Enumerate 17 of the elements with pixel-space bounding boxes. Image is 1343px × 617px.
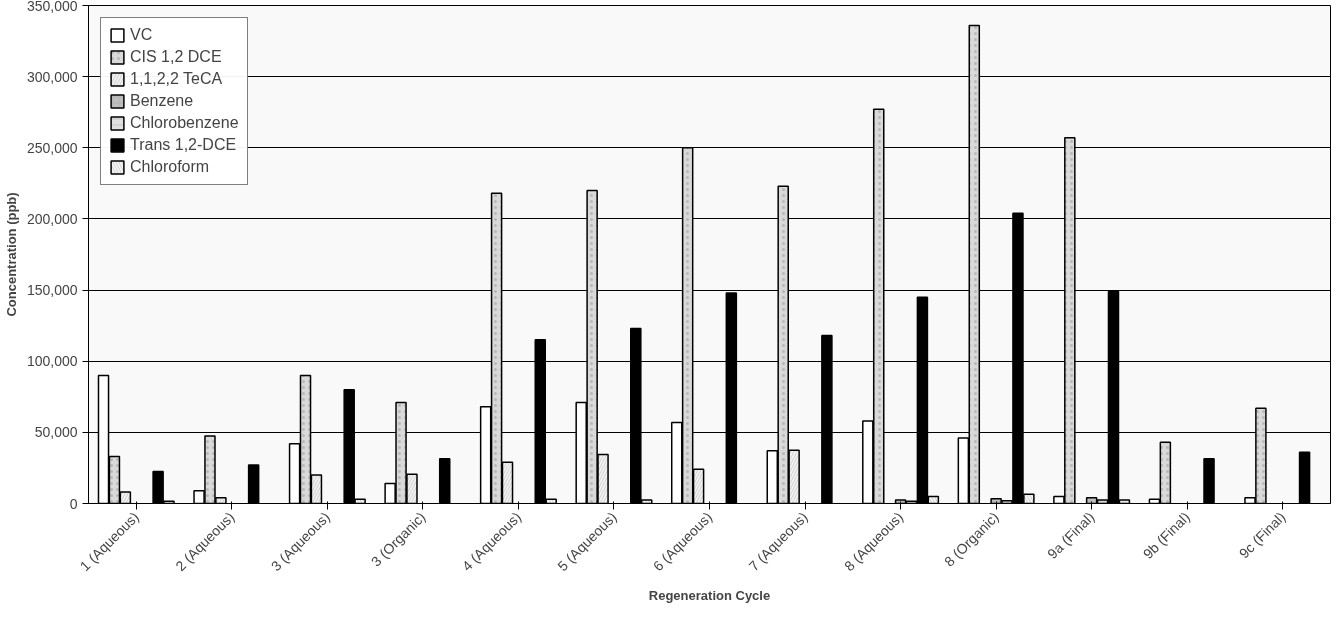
y-tick-label: 300,000 — [26, 68, 78, 85]
y-tick-label: 150,000 — [26, 282, 78, 299]
legend-label: VC — [130, 26, 153, 44]
legend-label: 1,1,2,2 TeCA — [130, 70, 223, 88]
legend-label: Trans 1,2-DCE — [130, 136, 237, 154]
legend-label: Benzene — [130, 92, 194, 110]
y-tick-label: 0 — [69, 495, 78, 512]
y-tick-label: 100,000 — [26, 353, 78, 370]
legend-label: CIS 1,2 DCE — [130, 48, 222, 66]
y-tick-label: 50,000 — [34, 424, 78, 441]
y-tick-label: 200,000 — [26, 210, 78, 227]
y-tick-label: 350,000 — [26, 0, 78, 14]
legend-label: Chlorobenzene — [130, 114, 239, 132]
x-axis-title: Regeneration Cycle — [648, 587, 771, 603]
y-axis-title: Concentration (ppb) — [3, 192, 19, 317]
legend-label: Chloroform — [130, 158, 210, 176]
y-tick-label: 250,000 — [26, 139, 78, 156]
